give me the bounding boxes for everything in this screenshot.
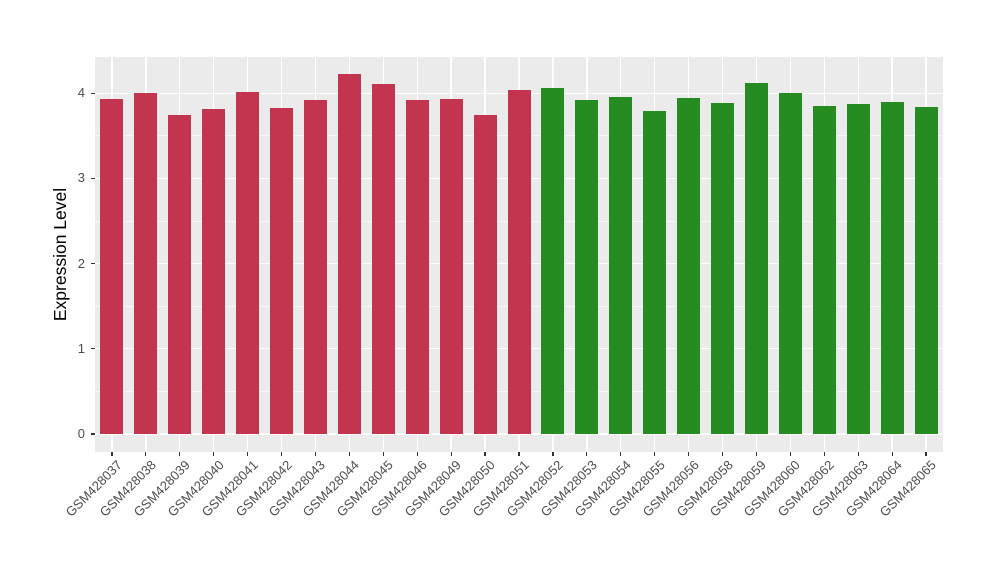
x-tick-mark — [247, 452, 249, 456]
bar-GSM428052 — [541, 88, 565, 434]
y-tick-mark — [91, 348, 95, 350]
y-tick-label: 1 — [77, 340, 85, 356]
y-tick-mark — [91, 263, 95, 265]
bar-GSM428045 — [371, 83, 395, 434]
x-tick-mark — [213, 452, 215, 456]
y-tick-mark — [91, 433, 95, 435]
bar-GSM428065 — [914, 106, 938, 434]
bar-GSM428049 — [439, 99, 463, 434]
x-tick-mark — [179, 452, 181, 456]
bar-GSM428051 — [507, 89, 531, 434]
horizontal-major-gridline — [95, 433, 943, 435]
bar-GSM428046 — [405, 100, 429, 434]
y-axis-title: Expression Level — [44, 57, 78, 452]
bar-GSM428056 — [677, 98, 701, 434]
x-tick-mark — [620, 452, 622, 456]
x-tick-mark — [755, 452, 758, 456]
x-tick-mark — [280, 452, 283, 456]
y-tick-mark — [91, 92, 95, 94]
y-tick-label: 2 — [77, 255, 85, 271]
y-tick-label: 4 — [77, 85, 85, 101]
bar-GSM428040 — [202, 108, 226, 434]
x-tick-mark — [688, 452, 690, 456]
bar-GSM428064 — [880, 101, 904, 434]
x-tick-mark — [518, 452, 520, 456]
x-tick-mark — [857, 452, 859, 456]
y-tick-label: 3 — [77, 170, 85, 186]
bar-GSM428062 — [812, 105, 836, 434]
bar-GSM428060 — [778, 93, 802, 434]
x-tick-mark — [925, 452, 927, 456]
x-tick-mark — [450, 452, 452, 456]
y-tick-label: 0 — [77, 426, 85, 441]
x-tick-mark — [654, 452, 656, 456]
y-tick-mark — [91, 177, 95, 179]
x-tick-mark — [314, 452, 317, 456]
bar-GSM428042 — [270, 107, 294, 434]
y-axis-title-text: Expression Level — [50, 187, 71, 322]
x-tick-mark — [348, 452, 350, 456]
bar-GSM428039 — [168, 115, 192, 434]
bar-GSM428043 — [303, 100, 327, 434]
x-tick-mark — [111, 452, 113, 456]
bar-GSM428041 — [236, 92, 260, 434]
x-tick-mark — [586, 452, 588, 456]
x-tick-mark — [891, 452, 893, 456]
x-tick-mark — [721, 452, 724, 456]
bar-GSM428050 — [473, 115, 497, 434]
bar-GSM428038 — [134, 93, 158, 434]
x-tick-mark — [789, 452, 791, 456]
x-tick-mark — [382, 452, 384, 456]
bar-GSM428044 — [337, 74, 361, 434]
bar-GSM428055 — [643, 111, 667, 434]
x-tick-mark — [416, 452, 418, 456]
x-tick-mark — [145, 452, 147, 456]
bar-GSM428037 — [100, 99, 124, 434]
bar-GSM428059 — [744, 82, 768, 434]
bar-GSM428063 — [846, 104, 870, 434]
bar-GSM428054 — [609, 96, 633, 434]
x-tick-mark — [823, 452, 825, 456]
bar-GSM428053 — [575, 100, 599, 434]
x-tick-mark — [552, 452, 554, 456]
x-tick-mark — [484, 452, 486, 456]
bar-GSM428058 — [711, 102, 735, 434]
